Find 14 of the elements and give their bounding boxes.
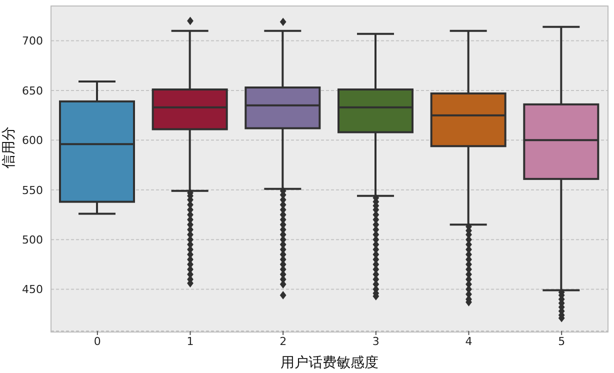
- x-tick-label: 1: [186, 334, 194, 348]
- y-tick-label: 450: [22, 283, 43, 296]
- y-tick-label: 700: [22, 34, 43, 48]
- y-tick-label: 550: [22, 184, 43, 197]
- x-tick-label: 5: [558, 334, 566, 348]
- x-axis-title: 用户话费敏感度: [280, 355, 378, 371]
- x-tick-label: 0: [94, 334, 101, 348]
- y-tick-label: 600: [22, 134, 43, 148]
- x-tick-label: 3: [372, 334, 380, 348]
- y-tick-label: 650: [22, 84, 43, 98]
- x-tick-label: 2: [280, 334, 287, 348]
- y-axis-title: 信用分: [0, 126, 17, 168]
- y-tick-label: 500: [22, 233, 43, 246]
- x-tick-label: 4: [465, 334, 472, 348]
